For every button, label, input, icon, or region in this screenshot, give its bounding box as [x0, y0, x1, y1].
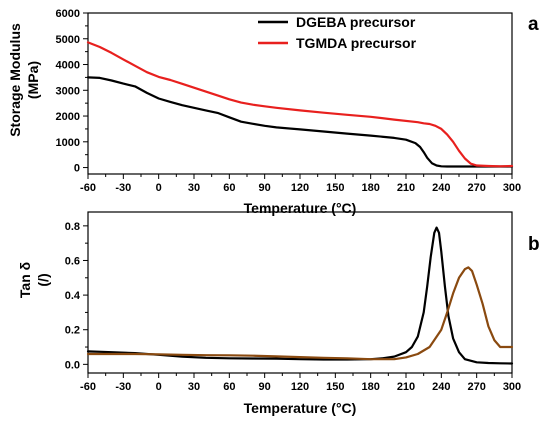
y-tick-label-a: 3000 — [56, 85, 80, 97]
x-tick-label-a: 30 — [188, 182, 200, 194]
x-tick-label-b: 90 — [259, 381, 271, 393]
x-tick-label-b: 180 — [361, 381, 379, 393]
x-axis-title-a: Temperature (°C) — [244, 200, 357, 216]
x-tick-label-b: 150 — [326, 381, 344, 393]
x-tick-label-a: 0 — [156, 182, 162, 194]
panel-b: -60 -30 0 30 60 90 120 150 180 210 240 270 300 0.0 0.2… — [17, 211, 540, 416]
x-tick-label-a: -60 — [80, 182, 96, 194]
panel-a: -60 -30 0 30 60 90 120 150 180 210 240 270 300010002… — [7, 8, 539, 216]
x-tick-label-a: 90 — [259, 182, 271, 194]
x-tick-label-b: -60 — [80, 381, 96, 393]
legend: DGEBA precursor TGMDA precursor — [258, 14, 417, 51]
series-line-a-1 — [86, 41, 514, 168]
x-tick-label-b: 30 — [188, 381, 200, 393]
x-tick-label-a: 180 — [361, 182, 379, 194]
y-tick-label-a: 5000 — [56, 34, 80, 46]
x-tick-label-a: 240 — [432, 182, 450, 194]
series-lines-a — [86, 41, 514, 168]
x-tick-label-a: 210 — [397, 182, 415, 194]
x-tick-label-a: 300 — [503, 182, 521, 194]
x-tick-label-b: 270 — [467, 381, 485, 393]
y-tick-label-b: 0.8 — [65, 221, 80, 233]
series-lines-b — [86, 226, 514, 365]
y-tick-label-a: 1000 — [56, 137, 80, 149]
y-tick-label-b: 0.6 — [65, 255, 80, 267]
y-axis-title-b: Tan δ — [17, 262, 33, 298]
x-tick-label-a: 60 — [223, 182, 235, 194]
x-axis-title-b: Temperature (°C) — [244, 400, 357, 416]
y-tick-label-b: 0.2 — [65, 325, 80, 337]
series-line-a-0 — [86, 76, 514, 168]
y-axis-unit-b: (/) — [35, 273, 51, 286]
series-line-b-0 — [86, 226, 514, 365]
x-tick-label-b: 0 — [156, 381, 162, 393]
x-tick-label-a: 150 — [326, 182, 344, 194]
y-tick-label-a: 4000 — [56, 60, 80, 72]
y-axis-unit-a: (MPa) — [25, 61, 41, 99]
x-tick-label-b: 210 — [397, 381, 415, 393]
y-tick-label-a: 6000 — [56, 8, 80, 20]
ticks-a: -60 -30 0 30 60 90 120 150 180 210 240 270 300010002… — [56, 8, 522, 194]
ticks-b: -60 -30 0 30 60 90 120 150 180 210 240 270 300 0.0 0.2… — [65, 221, 521, 393]
x-tick-label-b: 240 — [432, 381, 450, 393]
panel-letter-b: b — [528, 234, 540, 255]
panel-letter-a: a — [528, 14, 539, 35]
y-tick-label-b: 0.4 — [65, 290, 81, 302]
x-tick-label-a: -30 — [115, 182, 131, 194]
x-tick-label-b: -30 — [115, 381, 131, 393]
plot-frame-b — [87, 211, 513, 374]
y-tick-label-b: 0.0 — [65, 359, 80, 371]
series-line-b-1 — [86, 266, 514, 361]
x-tick-label-a: 270 — [467, 182, 485, 194]
x-tick-label-b: 120 — [291, 381, 309, 393]
legend-label-dgeba: DGEBA precursor — [296, 14, 416, 30]
x-tick-label-b: 60 — [223, 381, 235, 393]
y-tick-label-a: 0 — [74, 163, 80, 175]
legend-label-tgmda: TGMDA precursor — [296, 35, 417, 51]
y-tick-label-a: 2000 — [56, 111, 80, 123]
x-tick-label-a: 120 — [291, 182, 309, 194]
y-axis-title-a: Storage Modulus — [7, 23, 23, 137]
x-tick-label-b: 300 — [503, 381, 521, 393]
